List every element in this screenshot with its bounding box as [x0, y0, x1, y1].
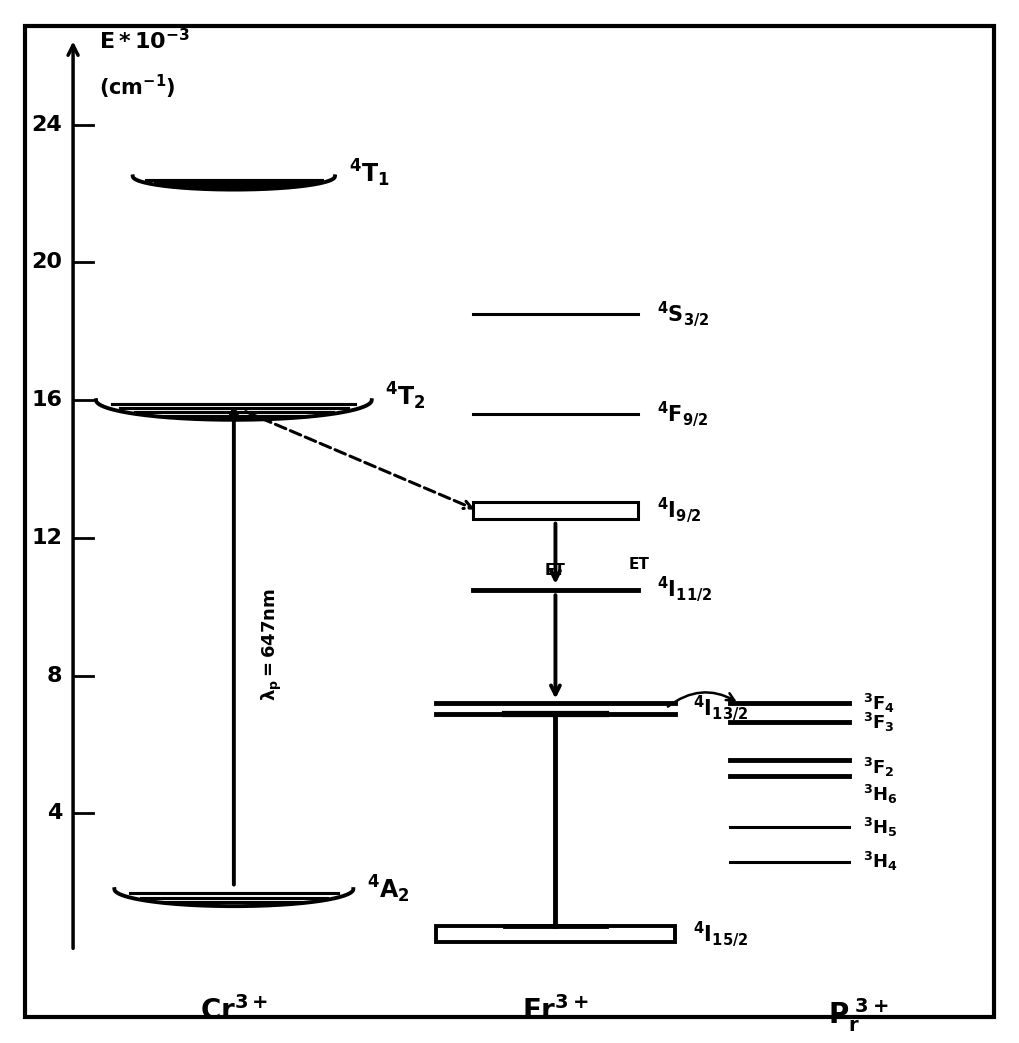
Text: 24: 24 [32, 115, 62, 135]
Bar [473, 502, 638, 519]
Text: $\mathbf{^4A_2}$: $\mathbf{^4A_2}$ [367, 873, 410, 905]
Text: $\mathbf{^3F_2}$: $\mathbf{^3F_2}$ [863, 756, 895, 779]
Text: $\mathbf{(cm^{-1})}$: $\mathbf{(cm^{-1})}$ [99, 73, 175, 101]
FancyArrowPatch shape [667, 693, 735, 707]
Bar [436, 926, 675, 942]
Text: 8: 8 [47, 665, 62, 685]
Text: $\mathbf{^3F_4}$: $\mathbf{^3F_4}$ [863, 692, 896, 714]
Text: 16: 16 [31, 390, 62, 410]
Text: $\mathbf{^4I_{15/2}}$: $\mathbf{^4I_{15/2}}$ [693, 919, 748, 948]
Text: 12: 12 [32, 528, 62, 548]
Text: $\mathbf{^4S_{3/2}}$: $\mathbf{^4S_{3/2}}$ [656, 299, 708, 329]
Text: $\mathbf{^3H_6}$: $\mathbf{^3H_6}$ [863, 783, 898, 806]
Text: $\mathbf{E*10^{-3}}$: $\mathbf{E*10^{-3}}$ [99, 28, 190, 53]
Text: $\mathbf{Cr^{3+}}$: $\mathbf{Cr^{3+}}$ [200, 996, 268, 1025]
Text: $\mathbf{^4I_{13/2}}$: $\mathbf{^4I_{13/2}}$ [693, 694, 748, 723]
Text: $\mathbf{^3H_4}$: $\mathbf{^3H_4}$ [863, 850, 898, 873]
Text: $\mathbf{^4T_1}$: $\mathbf{^4T_1}$ [348, 157, 390, 189]
Text: $\mathbf{^4I_{9/2}}$: $\mathbf{^4I_{9/2}}$ [656, 495, 701, 525]
Text: ET: ET [629, 557, 650, 573]
Text: 4: 4 [47, 803, 62, 823]
Text: $\mathbf{^4F_{9/2}}$: $\mathbf{^4F_{9/2}}$ [656, 399, 708, 429]
Text: $\mathbf{Er^{3+}}$: $\mathbf{Er^{3+}}$ [522, 996, 589, 1025]
Text: $\mathbf{^3H_5}$: $\mathbf{^3H_5}$ [863, 816, 898, 839]
Text: ET: ET [545, 562, 566, 578]
Text: 20: 20 [31, 252, 62, 272]
Text: $\mathbf{\lambda_p=647nm}$: $\mathbf{\lambda_p=647nm}$ [260, 588, 283, 701]
Text: $\mathbf{^3F_3}$: $\mathbf{^3F_3}$ [863, 710, 895, 733]
Text: $\mathbf{^4T_2}$: $\mathbf{^4T_2}$ [385, 381, 426, 412]
Text: $\mathbf{^4I_{11/2}}$: $\mathbf{^4I_{11/2}}$ [656, 575, 711, 604]
Text: $\mathbf{P_r^{\ 3+}}$: $\mathbf{P_r^{\ 3+}}$ [828, 996, 889, 1034]
